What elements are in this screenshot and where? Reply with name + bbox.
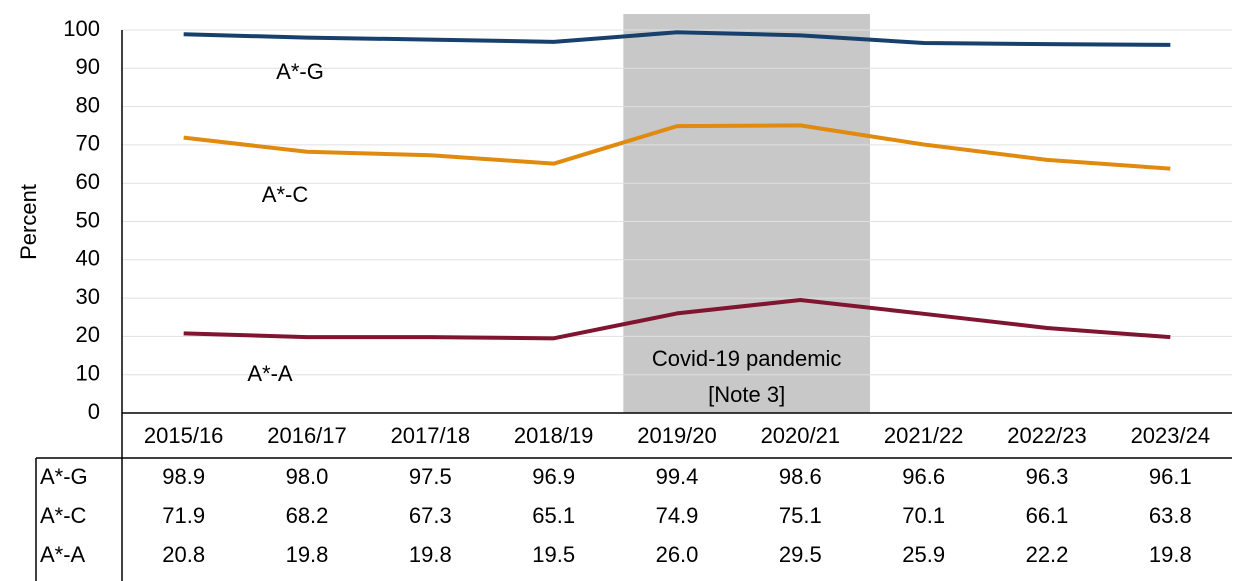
table-cell: 29.5 [779,542,822,567]
table-cell: 98.6 [779,464,822,489]
table-cell: 68.2 [286,503,329,528]
table-cell: 96.6 [902,464,945,489]
y-tick-label: 0 [88,399,100,424]
x-tick-label: 2020/21 [761,423,841,448]
table-cell: 74.9 [656,503,699,528]
table-cell: 96.3 [1026,464,1069,489]
y-tick-label: 80 [76,92,100,117]
series-line [183,123,1171,171]
table-row-label: A*-C [40,503,87,528]
table-cell: 22.2 [1026,542,1069,567]
table-cell: 70.1 [902,503,945,528]
x-tick-label: 2018/19 [514,423,594,448]
shaded-region [623,14,870,413]
table-row-label: A*-A [40,542,86,567]
table-cell: 19.8 [286,542,329,567]
table-cell: 63.8 [1149,503,1192,528]
y-tick-label: 90 [76,54,100,79]
table-cell: 20.8 [162,542,205,567]
y-tick-label: 30 [76,284,100,309]
series-label: A*-A [247,361,293,386]
table-cell: 96.9 [532,464,575,489]
table-row-label: A*-G [40,464,88,489]
y-tick-label: 10 [76,361,100,386]
x-tick-label: 2022/23 [1007,423,1087,448]
table-cell: 19.8 [1149,542,1192,567]
x-tick-label: 2016/17 [267,423,347,448]
table-cell: 65.1 [532,503,575,528]
y-tick-label: 70 [76,131,100,156]
table-cell: 19.5 [532,542,575,567]
table-cell: 96.1 [1149,464,1192,489]
series-line [183,30,1171,47]
table-cell: 19.8 [409,542,452,567]
y-axis-label: Percent [16,184,41,260]
table-cell: 25.9 [902,542,945,567]
table-cell: 98.0 [286,464,329,489]
x-tick-label: 2019/20 [637,423,717,448]
table-cell: 66.1 [1026,503,1069,528]
annotation: Covid-19 pandemic [652,346,842,371]
x-tick-label: 2015/16 [144,423,224,448]
table-cell: 71.9 [162,503,205,528]
table-cell: 26.0 [656,542,699,567]
series-label: A*-C [262,182,309,207]
annotation: [Note 3] [708,382,785,407]
y-tick-label: 50 [76,207,100,232]
series-line [183,298,1171,341]
y-tick-label: 20 [76,322,100,347]
table-cell: 98.9 [162,464,205,489]
x-tick-label: 2017/18 [391,423,471,448]
series-label: A*-G [276,59,324,84]
y-tick-label: 100 [63,16,100,41]
table-cell: 97.5 [409,464,452,489]
y-tick-label: 40 [76,246,100,271]
table-cell: 99.4 [656,464,699,489]
table-cell: 67.3 [409,503,452,528]
table-cell: 75.1 [779,503,822,528]
y-tick-label: 60 [76,169,100,194]
x-tick-label: 2023/24 [1131,423,1211,448]
x-tick-label: 2021/22 [884,423,964,448]
